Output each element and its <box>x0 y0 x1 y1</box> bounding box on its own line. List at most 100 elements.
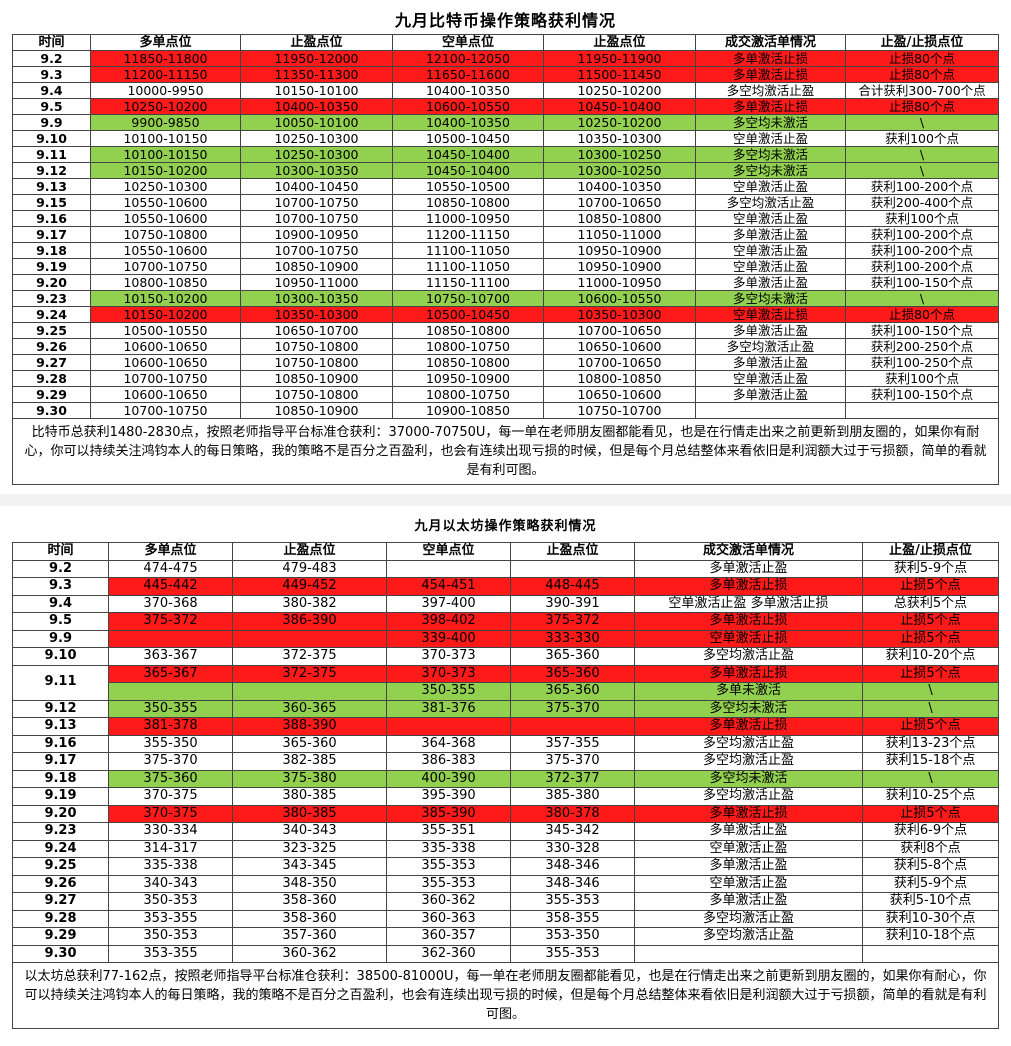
btc-cell-6: \ <box>844 162 1000 179</box>
eth-cell-3: 370-373 <box>386 664 511 683</box>
btc-cell-5: 多单激活止盈 <box>695 274 846 291</box>
eth-cell-2: 358-360 <box>232 892 387 911</box>
btc-cell-2: 10350-10300 <box>240 306 393 323</box>
eth-cell-5: 多空均未激活 <box>634 699 863 718</box>
btc-cell-0: 9.9 <box>12 114 91 131</box>
eth-cell-6: 获利15-18个点 <box>861 752 1000 771</box>
eth-cell-1: 335-338 <box>108 857 233 876</box>
btc-table-row: 9.10 10100-10150 10250-10300 10500-10450 103… <box>12 130 1000 147</box>
btc-cell-5: 多单激活止损 <box>695 66 846 83</box>
btc-cell-2: 10150-10100 <box>240 82 393 99</box>
btc-cell-4: 10950-10900 <box>543 242 696 259</box>
eth-cell-2: 380-385 <box>232 804 387 823</box>
btc-cell-4: 11950-11900 <box>543 50 696 67</box>
btc-cell-4: 10750-10700 <box>543 402 696 419</box>
eth-cell-4: 355-353 <box>510 892 635 911</box>
btc-header-2: 止盈点位 <box>240 34 393 51</box>
btc-table-row: 9.15 10550-10600 10700-10750 10850-10800 107… <box>12 194 1000 211</box>
eth-cell-0: 9.19 <box>12 787 109 806</box>
eth-cell-0: 9.27 <box>12 892 109 911</box>
eth-header-5: 成交激活单情况 <box>634 542 863 561</box>
btc-table: 九月比特币操作策略获利情况 时间 多单点位 止盈点位 空单点位 止盈点位 成交激活单情况止… <box>11 6 1000 485</box>
eth-table-row: 9.3 445-442 449-452 454-451 448-445 多单激活止损 止损5… <box>12 577 1000 596</box>
eth-cell-6: 获利10-25个点 <box>861 787 1000 806</box>
eth-cell-1: 370-375 <box>108 787 233 806</box>
eth-cell-2: 360-365 <box>232 699 387 718</box>
btc-cell-2: 10700-10750 <box>240 210 393 227</box>
btc-cell-0: 9.30 <box>12 402 91 419</box>
btc-cell-6: 获利100-200个点 <box>844 178 1000 195</box>
eth-cell-4: 365-360 <box>510 682 635 701</box>
btc-cell-3: 10950-10900 <box>392 370 544 387</box>
eth-cell-5: 多单激活止损 <box>634 664 863 683</box>
btc-cell-6: 止损80个点 <box>844 98 1000 115</box>
eth-header-2: 止盈点位 <box>232 542 387 561</box>
btc-cell-0: 9.28 <box>12 370 91 387</box>
btc-cell-5: 空单激活止盈 <box>695 178 846 195</box>
eth-cell-4: 372-377 <box>510 769 635 788</box>
btc-cell-1: 10100-10150 <box>90 130 241 147</box>
btc-cell-1: 10800-10850 <box>90 274 241 291</box>
eth-cell-0: 9.16 <box>12 734 109 753</box>
btc-cell-1: 10250-10300 <box>90 178 241 195</box>
btc-header-5: 成交激活单情况 <box>695 34 846 51</box>
eth-header-1: 多单点位 <box>108 542 233 561</box>
btc-table-row: 9.30 10700-10750 10850-10900 10900-10850 107… <box>12 402 1000 419</box>
btc-cell-6: 获利100个点 <box>844 210 1000 227</box>
btc-cell-5: 多空均未激活 <box>695 114 846 131</box>
btc-table-row: 9.24 10150-10200 10350-10300 10500-10450 103… <box>12 306 1000 323</box>
eth-cell-3: 360-362 <box>386 892 511 911</box>
btc-cell-5: 多单激活止盈 <box>695 322 846 339</box>
eth-cell-3: 395-390 <box>386 787 511 806</box>
btc-header-row: 时间 多单点位 止盈点位 空单点位 止盈点位 成交激活单情况 止盈/止损点位 <box>12 34 1000 51</box>
btc-cell-2: 10700-10750 <box>240 194 393 211</box>
eth-cell-5: 多单激活止损 <box>634 612 863 631</box>
eth-cell-2: 357-360 <box>232 927 387 946</box>
eth-summary: 以太坊总获利77-162点，按照老师指导平台标准仓获利：38500-81000U… <box>11 962 1000 1029</box>
eth-cell-4: 330-328 <box>510 839 635 858</box>
eth-table-row: 9.2 474-475 479-483 多单激活止盈 获利5-9个点 <box>12 559 1000 578</box>
eth-cell-0: 9.10 <box>12 647 109 666</box>
btc-cell-5: 空单激活止盈 <box>695 242 846 259</box>
btc-cell-2: 10400-10350 <box>240 98 393 115</box>
btc-cell-0: 9.26 <box>12 338 91 355</box>
eth-cell-2: 479-483 <box>232 559 387 578</box>
btc-cell-2: 10850-10900 <box>240 258 393 275</box>
eth-cell-5: 多单激活止盈 <box>634 857 863 876</box>
eth-cell-1: 370-375 <box>108 804 233 823</box>
eth-cell-4: 345-342 <box>510 822 635 841</box>
eth-cell-1: 375-372 <box>108 612 233 631</box>
eth-cell-2: 380-385 <box>232 787 387 806</box>
eth-cell-3: 350-355 <box>386 682 511 701</box>
btc-cell-4: 10450-10400 <box>543 98 696 115</box>
eth-cell-1: 474-475 <box>108 559 233 578</box>
eth-cell-6: 止损5个点 <box>861 629 1000 648</box>
eth-cell-2: 372-375 <box>232 664 387 683</box>
btc-cell-2: 10250-10300 <box>240 130 393 147</box>
eth-cell-0: 9.18 <box>12 769 109 788</box>
btc-cell-1: 11850-11800 <box>90 50 241 67</box>
btc-cell-4: 11050-11000 <box>543 226 696 243</box>
btc-cell-1: 10500-10550 <box>90 322 241 339</box>
eth-header-0: 时间 <box>12 542 109 561</box>
btc-cell-5 <box>695 402 846 419</box>
eth-table-row: 9.29 350-353 357-360 360-357 353-350 多空均激活止盈获… <box>12 927 1000 946</box>
eth-cell-3 <box>386 559 511 578</box>
eth-cell-2: 380-382 <box>232 594 387 613</box>
btc-table-row: 9.16 10550-10600 10700-10750 11000-10950 108… <box>12 210 1000 227</box>
eth-cell-3: 355-351 <box>386 822 511 841</box>
btc-cell-2: 10900-10950 <box>240 226 393 243</box>
btc-cell-3: 10800-10750 <box>392 338 544 355</box>
btc-cell-3: 11650-11600 <box>392 66 544 83</box>
eth-header-row: 时间 多单点位 止盈点位 空单点位 止盈点位 成交激活单情况 止盈/止损点位 <box>12 542 1000 561</box>
btc-cell-0: 9.16 <box>12 210 91 227</box>
eth-cell-4 <box>510 559 635 578</box>
eth-cell-6: 止损5个点 <box>861 664 1000 683</box>
btc-cell-1: 10550-10600 <box>90 242 241 259</box>
btc-cell-0: 9.4 <box>12 82 91 99</box>
btc-cell-1: 10700-10750 <box>90 402 241 419</box>
eth-table-row: 9.10 363-367 372-375 370-373 365-360 多空均激活止盈获… <box>12 647 1000 666</box>
btc-cell-3: 10850-10800 <box>392 322 544 339</box>
eth-cell-0: 9.12 <box>12 699 109 718</box>
eth-cell-1: 340-343 <box>108 874 233 893</box>
